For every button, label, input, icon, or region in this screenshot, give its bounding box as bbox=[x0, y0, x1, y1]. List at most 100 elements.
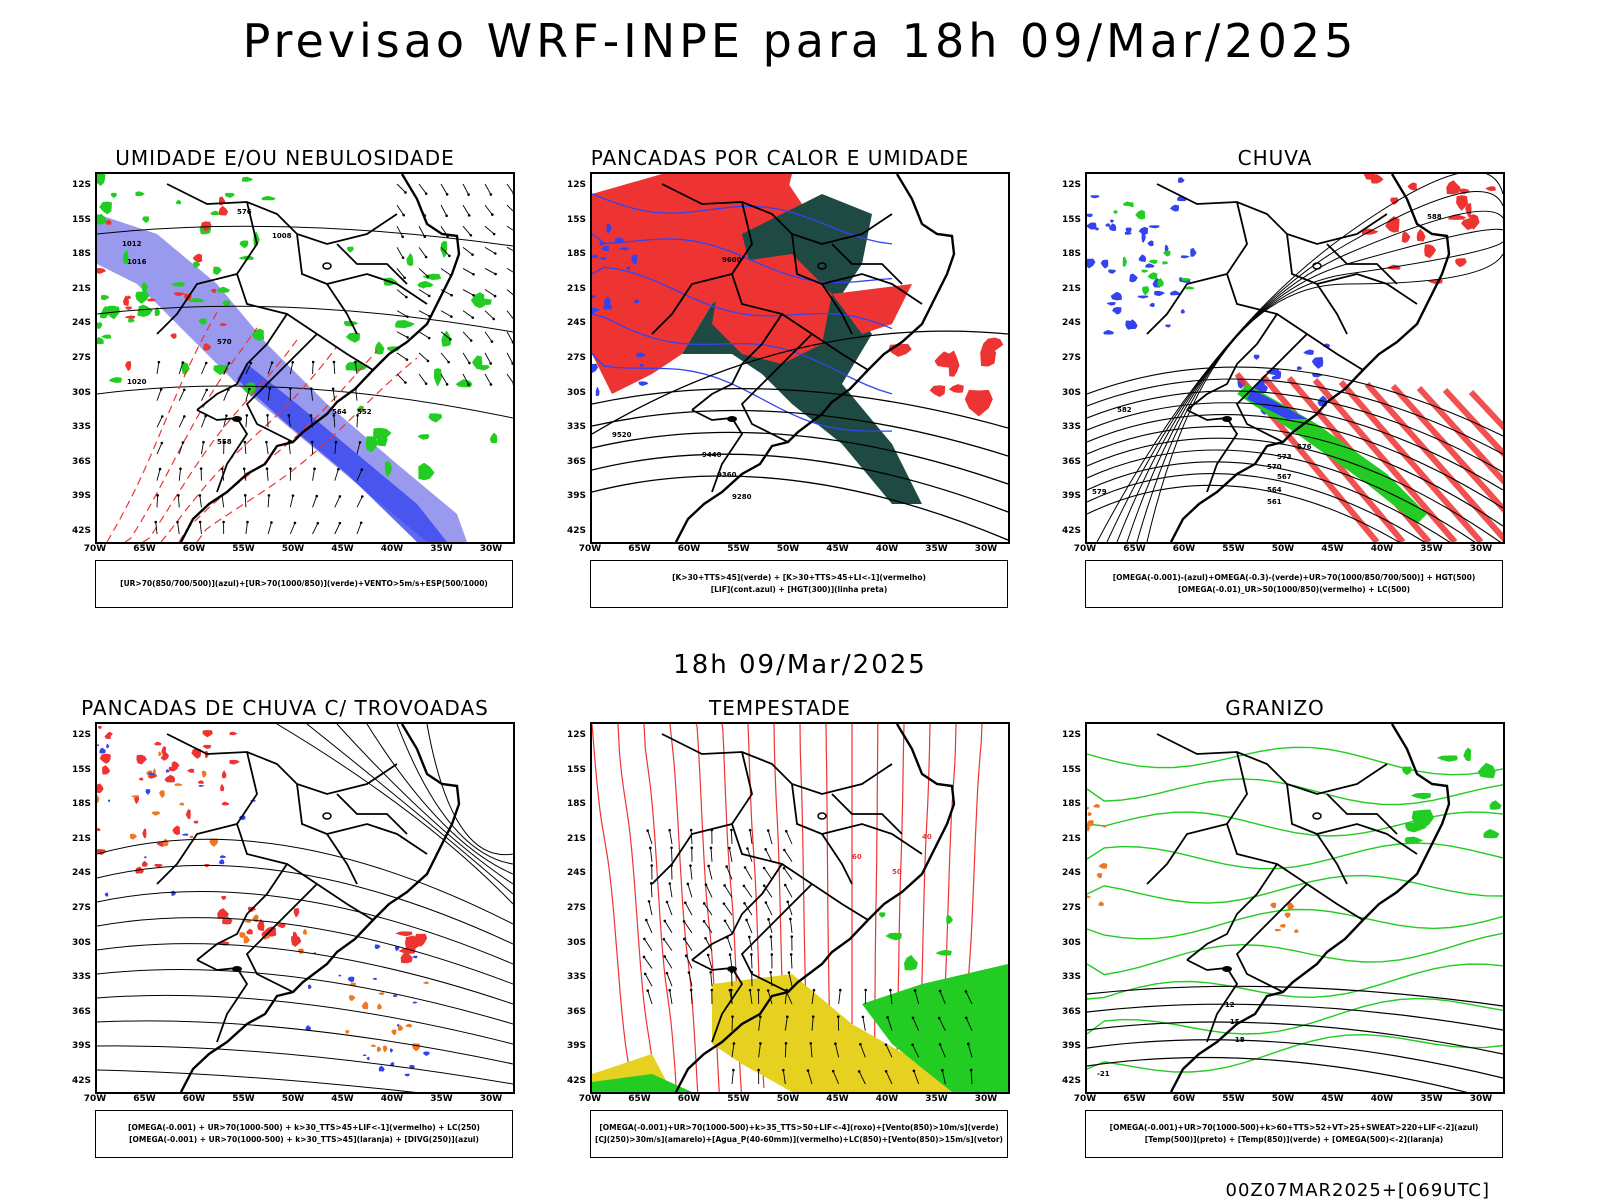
field-patch bbox=[111, 193, 117, 198]
lon-tick-label: 60W bbox=[1169, 544, 1199, 554]
wind-vector bbox=[688, 884, 692, 897]
contour-label: 9520 bbox=[612, 431, 632, 439]
panel-title: GRANIZO bbox=[1045, 696, 1505, 720]
wind-vector bbox=[290, 496, 293, 508]
field-patch bbox=[170, 333, 176, 339]
field-patch bbox=[244, 920, 251, 923]
wind-vector-head bbox=[965, 990, 968, 993]
field-patch bbox=[1181, 309, 1185, 314]
streamline bbox=[307, 724, 513, 894]
field-patch bbox=[1165, 245, 1169, 252]
field-patch bbox=[1123, 257, 1127, 267]
field-patch bbox=[418, 434, 430, 440]
field-patch bbox=[1105, 223, 1110, 226]
wind-vector-head bbox=[763, 884, 766, 887]
wind-vector-head bbox=[404, 381, 407, 384]
wind-vector-head bbox=[807, 1069, 810, 1072]
legend-line: [OMEGA(-0.001)+UR>70(1000-500)+k>60+TTS>… bbox=[1110, 1122, 1479, 1134]
wind-vector-head bbox=[467, 193, 470, 196]
lon-tick-label: 35W bbox=[427, 1094, 457, 1104]
wind-vector bbox=[246, 522, 248, 534]
wind-vector bbox=[664, 939, 672, 950]
field-patch bbox=[97, 337, 104, 344]
wind-vector bbox=[397, 353, 407, 360]
wind-vector-head bbox=[767, 918, 770, 921]
lat-tick-label: 12S bbox=[57, 180, 91, 190]
wind-vector-head bbox=[965, 1017, 968, 1020]
lat-tick-label: 33S bbox=[552, 972, 586, 982]
field-patch bbox=[144, 856, 147, 858]
wind-vector-head bbox=[886, 1016, 889, 1019]
lat-tick-label: 33S bbox=[552, 422, 586, 432]
contour-label: -18 bbox=[1232, 1036, 1245, 1044]
lon-tick-label: 55W bbox=[229, 1094, 259, 1104]
contour-line bbox=[97, 306, 513, 332]
wind-vector bbox=[441, 353, 449, 362]
field-patch bbox=[125, 306, 132, 309]
field-patch bbox=[1163, 251, 1170, 257]
contour-label: 564 bbox=[1267, 486, 1282, 494]
wind-vector-head bbox=[176, 521, 179, 524]
wind-vector-head bbox=[684, 902, 687, 905]
field-patch bbox=[1138, 295, 1149, 298]
wind-vector bbox=[463, 268, 473, 274]
wind-vector bbox=[667, 973, 672, 986]
field-patch bbox=[348, 977, 355, 983]
wind-vector bbox=[485, 247, 495, 253]
wind-vector-head bbox=[663, 920, 666, 923]
wind-vector-head bbox=[790, 935, 793, 938]
field-patch bbox=[219, 206, 228, 216]
field-patch bbox=[221, 896, 226, 900]
lon-tick-label: 55W bbox=[724, 544, 754, 554]
field-patch bbox=[1087, 807, 1089, 810]
wind-vector-head bbox=[468, 214, 471, 217]
legend-line: [UR>70(850/700/500)](azul)+[UR>70(1000/8… bbox=[120, 578, 488, 590]
wind-vector-head bbox=[770, 935, 773, 938]
wind-vector bbox=[463, 332, 471, 341]
lon-tick-label: 60W bbox=[179, 1094, 209, 1104]
wind-vector-head bbox=[732, 1069, 735, 1072]
field-patch bbox=[1149, 260, 1158, 264]
wind-vector-head bbox=[759, 1015, 762, 1018]
wind-vector-head bbox=[403, 276, 406, 279]
wind-vector bbox=[667, 902, 672, 915]
lon-tick-label: 45W bbox=[823, 1094, 853, 1104]
streamline bbox=[1117, 211, 1503, 542]
wind-vector-head bbox=[445, 214, 448, 217]
lat-tick-label: 18S bbox=[57, 799, 91, 809]
field-patch bbox=[244, 936, 250, 944]
lat-tick-label: 30S bbox=[1047, 938, 1081, 948]
field-patch bbox=[476, 365, 490, 371]
field-patch bbox=[363, 1054, 367, 1056]
field-patch bbox=[346, 333, 360, 343]
state-border bbox=[1317, 274, 1417, 304]
lon-tick-label: 45W bbox=[328, 1094, 358, 1104]
streamline bbox=[97, 1070, 513, 1092]
wind-vector-head bbox=[650, 864, 653, 867]
wind-vector bbox=[419, 332, 429, 338]
lat-tick-label: 27S bbox=[1047, 903, 1081, 913]
map-plot[interactable] bbox=[95, 722, 515, 1094]
wind-vector bbox=[335, 469, 339, 480]
field-patch bbox=[456, 379, 473, 387]
field-patch bbox=[349, 995, 355, 1001]
field-patch bbox=[1463, 748, 1471, 762]
wind-vector-head bbox=[812, 1015, 815, 1018]
field-patch bbox=[199, 785, 205, 787]
lat-tick-label: 24S bbox=[1047, 868, 1081, 878]
contour-label: 9600 bbox=[722, 256, 742, 264]
map-plot[interactable]: -12-15-18-21 bbox=[1085, 722, 1505, 1094]
lat-tick-label: 12S bbox=[1047, 730, 1081, 740]
wind-vector-head bbox=[864, 989, 867, 992]
lon-tick-label: 40W bbox=[1367, 1094, 1397, 1104]
wind-vector-head bbox=[690, 989, 693, 992]
wind-vector-head bbox=[317, 522, 320, 525]
state-border bbox=[167, 734, 397, 794]
contour-label: 9280 bbox=[732, 493, 752, 501]
wind-vector-head bbox=[646, 829, 649, 832]
field-patch bbox=[109, 377, 122, 383]
